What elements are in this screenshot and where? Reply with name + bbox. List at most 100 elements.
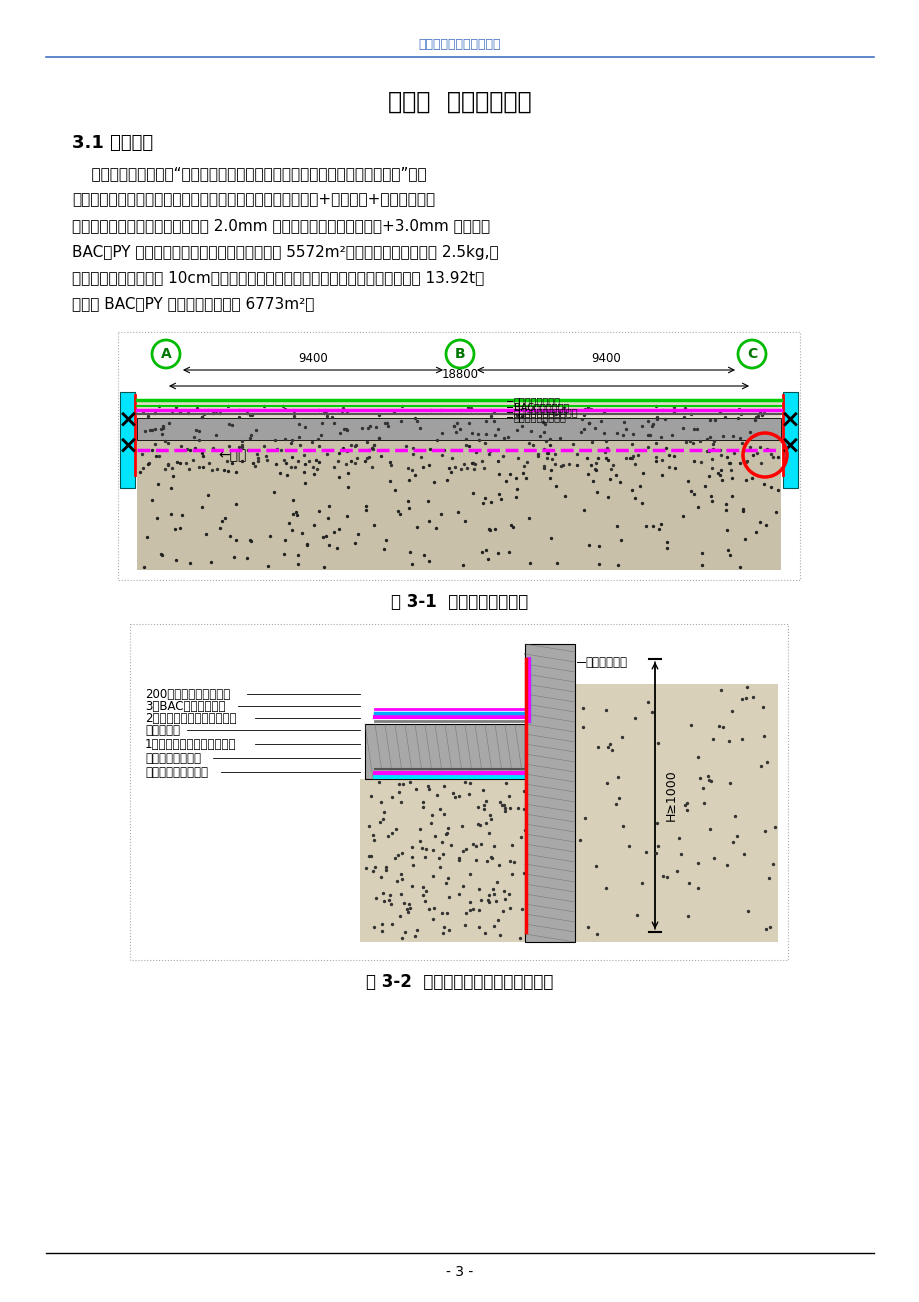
- Point: [729, 825, 743, 846]
- Point: [382, 471, 397, 492]
- Point: [244, 453, 259, 474]
- Point: [362, 415, 377, 436]
- Point: [756, 474, 771, 495]
- Text: 玻纤网格布: 玻纤网格布: [145, 724, 180, 737]
- Point: [435, 844, 449, 865]
- Point: [214, 510, 229, 531]
- Point: [366, 917, 380, 937]
- Point: [402, 893, 416, 914]
- Point: [448, 422, 463, 443]
- Point: [250, 444, 265, 465]
- Point: [516, 781, 531, 802]
- Point: [718, 500, 732, 521]
- Point: [686, 450, 700, 471]
- Point: [492, 855, 506, 876]
- Point: [453, 400, 468, 421]
- Point: [279, 465, 294, 486]
- Point: [580, 448, 595, 469]
- Point: [480, 889, 494, 910]
- Point: [763, 444, 777, 465]
- Point: [426, 471, 441, 492]
- Point: [347, 435, 362, 456]
- Point: [481, 885, 495, 906]
- Point: [335, 397, 349, 418]
- Point: [676, 397, 691, 418]
- Point: [597, 699, 612, 720]
- Point: [318, 400, 333, 421]
- Point: [463, 400, 478, 421]
- Point: [347, 533, 362, 553]
- Point: [720, 453, 735, 474]
- Point: [454, 816, 469, 837]
- Point: [736, 844, 751, 865]
- Point: [502, 850, 516, 871]
- Point: [743, 467, 758, 488]
- Point: [702, 409, 717, 430]
- Point: [200, 484, 215, 505]
- Point: [331, 450, 346, 471]
- Point: [581, 413, 596, 434]
- Point: [462, 900, 477, 921]
- Point: [335, 437, 350, 458]
- Point: [489, 871, 504, 892]
- Point: [234, 436, 249, 457]
- Point: [148, 419, 163, 440]
- Point: [284, 519, 299, 540]
- Point: [752, 512, 766, 533]
- Point: [289, 505, 304, 526]
- Point: [622, 448, 637, 469]
- Point: [649, 406, 664, 427]
- Text: ←顶板: ←顶板: [218, 448, 246, 462]
- Point: [697, 793, 711, 814]
- Point: [326, 522, 341, 543]
- Point: [583, 454, 597, 475]
- Point: [440, 867, 455, 888]
- Point: [739, 450, 754, 471]
- Point: [458, 902, 472, 923]
- Point: [153, 419, 168, 440]
- Point: [706, 431, 720, 452]
- Point: [373, 866, 388, 887]
- Point: [730, 408, 744, 428]
- Point: [721, 544, 736, 565]
- Point: [518, 467, 533, 488]
- Point: [331, 466, 346, 487]
- Point: [474, 542, 489, 562]
- Point: [603, 458, 618, 479]
- Point: [359, 448, 374, 469]
- Text: 图 3-1  防水层剖面示意图: 图 3-1 防水层剖面示意图: [391, 592, 528, 611]
- Text: ×: ×: [778, 408, 800, 432]
- Point: [400, 457, 414, 478]
- Point: [473, 891, 488, 911]
- Point: [229, 530, 244, 551]
- Point: [389, 870, 403, 891]
- Point: [299, 533, 313, 553]
- Point: [510, 448, 525, 469]
- Point: [232, 406, 246, 427]
- Point: [627, 453, 641, 474]
- Point: [648, 447, 663, 467]
- Point: [155, 415, 170, 436]
- Point: [550, 552, 564, 573]
- Point: [410, 921, 425, 941]
- Point: [153, 543, 168, 564]
- Point: [415, 884, 430, 905]
- Point: [539, 448, 554, 469]
- Point: [228, 493, 243, 514]
- Point: [222, 526, 237, 547]
- Point: [481, 444, 495, 465]
- Point: [315, 527, 330, 548]
- Text: 3.1 防水施工: 3.1 防水施工: [72, 134, 153, 152]
- Point: [251, 450, 266, 471]
- Point: [726, 443, 741, 464]
- Point: [421, 779, 436, 799]
- Point: [491, 484, 505, 505]
- Point: [417, 891, 432, 911]
- Point: [675, 505, 689, 526]
- Text: 200厚细石混凝土保护层: 200厚细石混凝土保护层: [145, 687, 230, 700]
- Point: [611, 788, 626, 809]
- Point: [416, 544, 431, 565]
- Point: [573, 409, 588, 430]
- Point: [650, 836, 664, 857]
- Point: [501, 542, 516, 562]
